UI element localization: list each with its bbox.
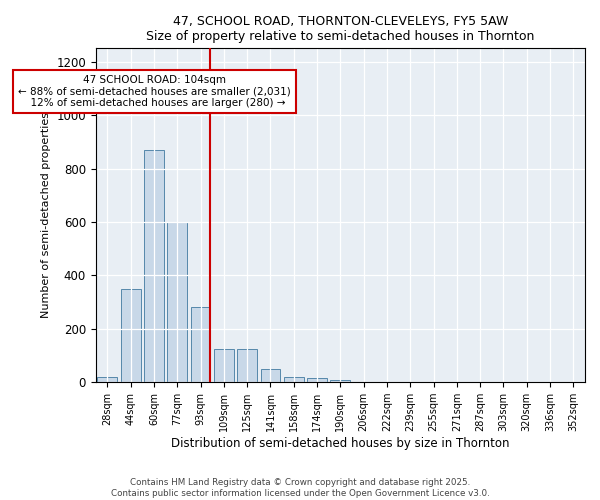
X-axis label: Distribution of semi-detached houses by size in Thornton: Distribution of semi-detached houses by … [171,437,509,450]
Text: Contains HM Land Registry data © Crown copyright and database right 2025.
Contai: Contains HM Land Registry data © Crown c… [110,478,490,498]
Y-axis label: Number of semi-detached properties: Number of semi-detached properties [41,112,51,318]
Bar [191,308,211,382]
Bar [167,222,187,382]
Bar [121,288,140,382]
Bar [260,370,280,382]
Text: 47 SCHOOL ROAD: 104sqm
← 88% of semi-detached houses are smaller (2,031)
  12% o: 47 SCHOOL ROAD: 104sqm ← 88% of semi-det… [18,75,290,108]
Title: 47, SCHOOL ROAD, THORNTON-CLEVELEYS, FY5 5AW
Size of property relative to semi-d: 47, SCHOOL ROAD, THORNTON-CLEVELEYS, FY5… [146,15,535,43]
Bar [214,349,234,382]
Bar [331,380,350,382]
Bar [307,378,327,382]
Bar [144,150,164,382]
Bar [284,377,304,382]
Bar [97,377,117,382]
Bar [237,349,257,382]
